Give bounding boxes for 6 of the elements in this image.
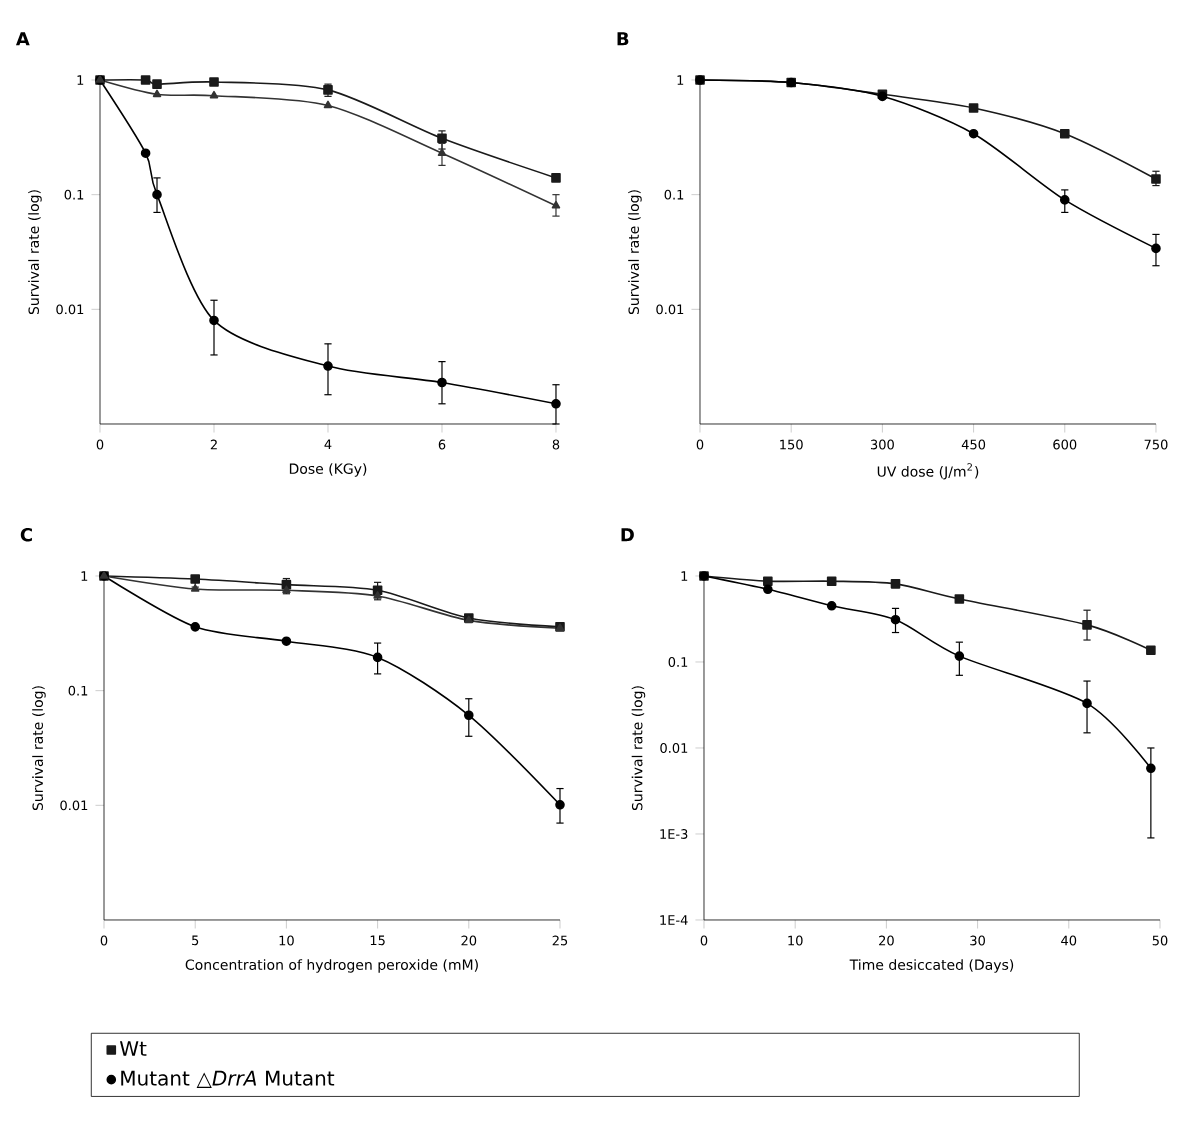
legend-label: Wt <box>119 1041 147 1056</box>
legend-label: Mutant △DrrA Mutant <box>121 1070 335 1088</box>
chart-title: D <box>621 528 634 542</box>
chart-title: B <box>617 32 629 46</box>
chart-title: A <box>15 32 30 46</box>
chart-title: C <box>20 527 32 542</box>
